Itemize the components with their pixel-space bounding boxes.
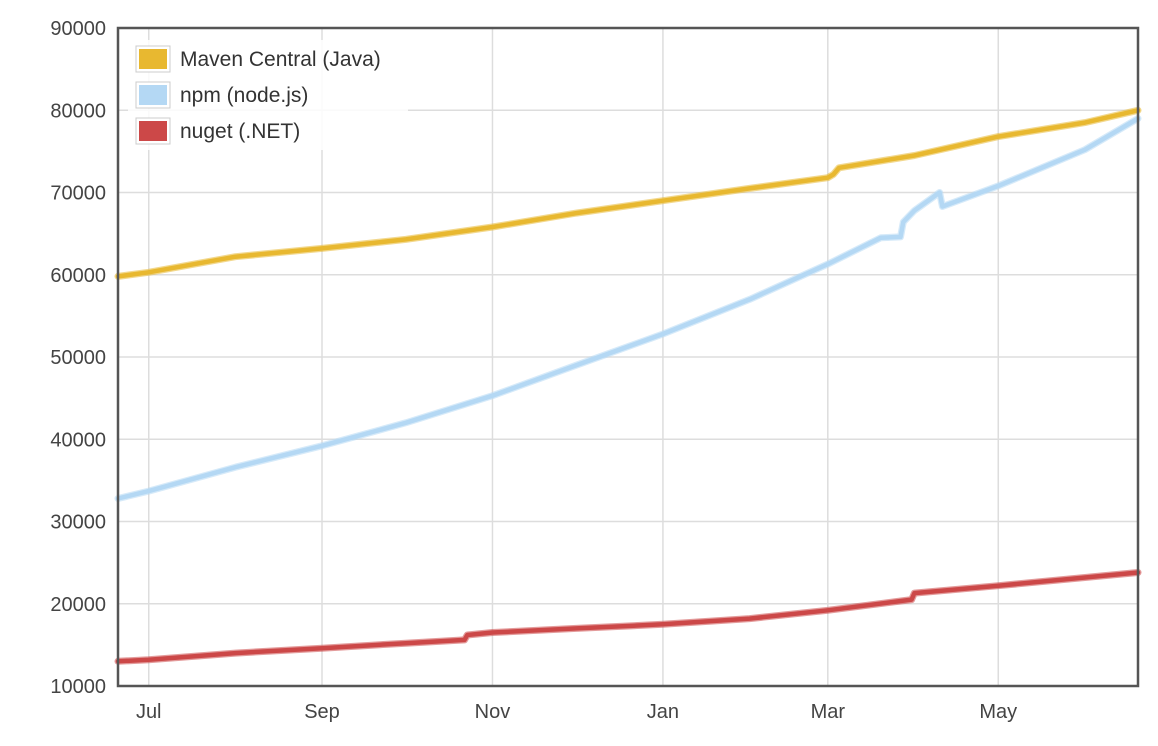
y-tick-label: 80000: [50, 100, 106, 122]
x-tick-label: Nov: [475, 701, 511, 723]
series-line-halo: [114, 115, 1142, 502]
grid-lines: [118, 28, 1138, 686]
legend-swatch: [139, 49, 167, 69]
x-tick-label: May: [979, 701, 1017, 723]
series-lines: [114, 106, 1142, 665]
legend: Maven Central (Java) npm (node.js) nuget (…: [128, 40, 408, 150]
y-tick-label: 50000: [50, 347, 106, 369]
legend-swatch: [139, 85, 167, 105]
y-tick-label: 90000: [50, 18, 106, 40]
plot-area-border: [116, 26, 1140, 688]
series-line-1: [115, 116, 1141, 501]
legend-background: [128, 40, 408, 150]
y-tick-label: 70000: [50, 183, 106, 205]
y-tick-label: 20000: [50, 594, 106, 616]
legend-swatch: [139, 121, 167, 141]
legend-label: nuget (.NET): [180, 120, 300, 143]
y-tick-label: 10000: [50, 676, 106, 698]
y-axis: 10000 20000 30000 40000 50000 60000 70000 80000…: [50, 18, 106, 698]
y-tick-label: 60000: [50, 265, 106, 287]
legend-label: Maven Central (Java): [180, 48, 381, 71]
x-tick-label: Sep: [304, 701, 340, 723]
x-tick-label: Jan: [647, 701, 679, 723]
series-line-2: [115, 570, 1141, 664]
series-line-0: [115, 108, 1141, 279]
x-tick-label: Mar: [811, 701, 846, 723]
x-tick-label: Jul: [136, 701, 162, 723]
y-tick-label: 30000: [50, 512, 106, 534]
legend-label: npm (node.js): [180, 84, 308, 107]
y-tick-label: 40000: [50, 429, 106, 451]
x-axis: Jul Sep Nov Jan Mar May: [136, 701, 1017, 723]
